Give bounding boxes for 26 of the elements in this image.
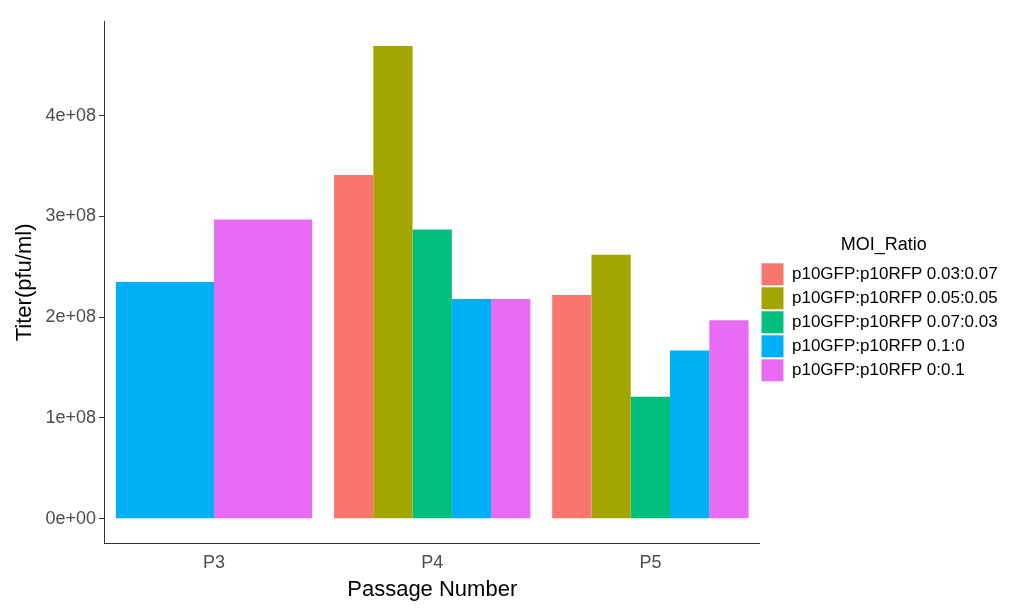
bar [591, 254, 631, 519]
legend-label: p10GFP:p10RFP 0.1:0 [791, 335, 965, 355]
y-axis-title: Titer(pfu/ml) [11, 223, 37, 342]
y-tick-label: 3e+08 [45, 205, 96, 226]
bar [670, 350, 710, 519]
x-tick-label: P4 [421, 551, 444, 572]
legend-label: p10GFP:p10RFP 0:0.1 [791, 359, 965, 379]
bar [709, 320, 749, 519]
legend-title: MOI_Ratio [840, 233, 927, 255]
bar [412, 229, 452, 519]
y-tick-label: 0e+00 [45, 507, 96, 528]
bar [491, 299, 531, 519]
bar [552, 295, 592, 519]
legend-label: p10GFP:p10RFP 0.07:0.03 [791, 311, 998, 331]
bar [630, 396, 671, 519]
legend-label: p10GFP:p10RFP 0.05:0.05 [791, 287, 998, 307]
x-tick-label: P3 [203, 551, 226, 572]
legend-label: p10GFP:p10RFP 0.03:0.07 [791, 263, 998, 283]
bar [334, 175, 374, 519]
y-tick-label: 1e+08 [45, 406, 96, 427]
y-tick-label: 2e+08 [45, 306, 96, 327]
bar [373, 46, 413, 519]
bar [451, 299, 492, 519]
x-axis-title: Passage Number [347, 575, 518, 601]
y-tick-label: 4e+08 [45, 104, 96, 125]
x-tick-label: P5 [639, 551, 662, 572]
